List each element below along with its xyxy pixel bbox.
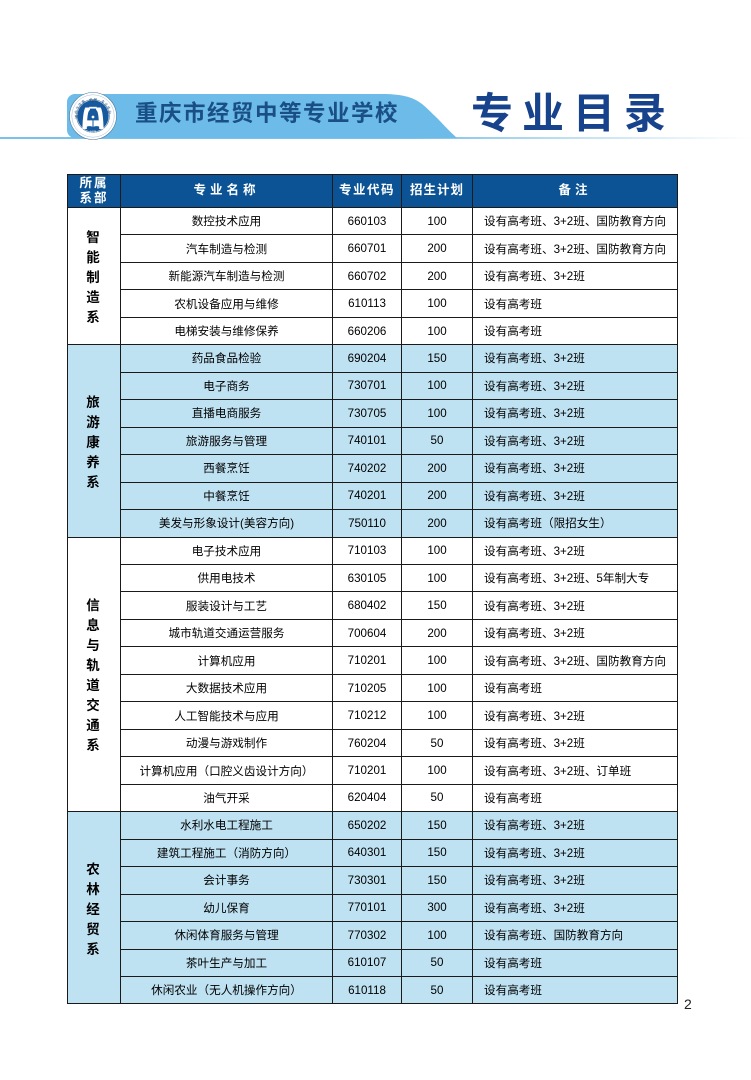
svg-text:1978: 1978 xyxy=(90,129,96,133)
svg-text:贸: 贸 xyxy=(75,114,79,119)
